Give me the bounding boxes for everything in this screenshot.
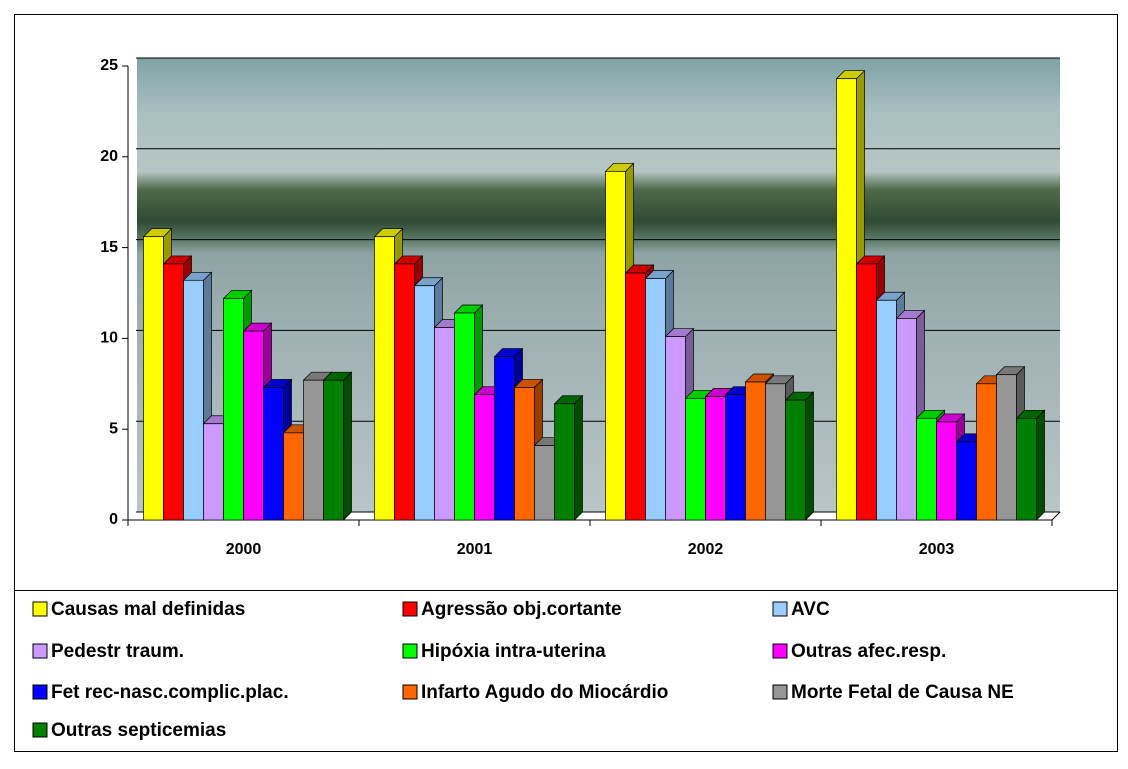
- bar: [977, 384, 997, 520]
- bar-side: [806, 392, 814, 520]
- y-tick-label: 15: [100, 239, 118, 256]
- bar: [877, 300, 897, 520]
- bar: [726, 395, 746, 520]
- y-tick-label: 0: [109, 511, 118, 528]
- legend-swatch: [403, 602, 417, 616]
- bar: [435, 328, 455, 520]
- bar: [786, 400, 806, 520]
- legend-swatch: [33, 723, 47, 737]
- legend-label: Hipóxia intra-uterina: [421, 641, 606, 662]
- bar: [837, 79, 857, 520]
- bar-side: [575, 396, 583, 520]
- legend-label: Causas mal definidas: [51, 599, 245, 620]
- bar: [1017, 418, 1037, 520]
- bar: [455, 313, 475, 520]
- bar: [666, 337, 686, 520]
- legend-swatch: [33, 644, 47, 658]
- bar: [857, 264, 877, 520]
- y-tick-label: 20: [100, 148, 118, 165]
- bar: [746, 382, 766, 520]
- bar: [184, 280, 204, 520]
- bar: [324, 380, 344, 520]
- bar: [224, 298, 244, 520]
- bar: [395, 264, 415, 520]
- bar: [475, 395, 495, 520]
- x-tick-label: 2000: [226, 541, 262, 558]
- legend-label: Infarto Agudo do Miocárdio: [421, 682, 668, 703]
- bar: [415, 286, 435, 520]
- y-tick-label: 10: [100, 330, 118, 347]
- bar: [144, 237, 164, 520]
- legend-label: Pedestr traum.: [51, 641, 184, 662]
- legend-swatch: [33, 602, 47, 616]
- bar: [284, 433, 304, 520]
- legend-swatch: [773, 685, 787, 699]
- legend-swatch: [403, 685, 417, 699]
- bar: [897, 318, 917, 520]
- bar-side: [344, 372, 352, 520]
- bar: [606, 171, 626, 520]
- legend-swatch: [773, 644, 787, 658]
- bar: [244, 331, 264, 520]
- bar: [264, 387, 284, 520]
- legend-label: Fet rec-nasc.complic.plac.: [51, 682, 289, 703]
- legend-label: AVC: [791, 599, 830, 620]
- bar-side: [1037, 410, 1045, 520]
- bar: [204, 424, 224, 520]
- legend-swatch: [403, 644, 417, 658]
- legend-label: Outras afec.resp.: [791, 641, 946, 662]
- bar: [646, 278, 666, 520]
- bar: [766, 384, 786, 520]
- x-tick-label: 2002: [688, 541, 724, 558]
- x-tick-label: 2001: [457, 541, 493, 558]
- bar: [937, 422, 957, 520]
- y-tick-label: 25: [100, 57, 118, 74]
- legend-swatch: [33, 685, 47, 699]
- bar: [917, 418, 937, 520]
- legend-label: Morte Fetal de Causa NE: [791, 682, 1014, 703]
- bar: [375, 237, 395, 520]
- legend-label: Outras septicemias: [51, 720, 226, 741]
- x-tick-label: 2003: [919, 541, 955, 558]
- bar: [626, 273, 646, 520]
- bar: [957, 442, 977, 520]
- bar: [706, 397, 726, 520]
- bar: [997, 375, 1017, 520]
- bar: [686, 398, 706, 520]
- legend-label: Agressão obj.cortante: [421, 599, 622, 620]
- legend-swatch: [773, 602, 787, 616]
- bar: [555, 404, 575, 520]
- chart: 0 5 10 15 20 25 2000 2001 2002 2003 Causas mal def…: [0, 0, 1128, 764]
- bar: [164, 264, 184, 520]
- y-tick-label: 5: [109, 420, 118, 437]
- bar: [535, 446, 555, 520]
- bar: [515, 387, 535, 520]
- bar: [495, 357, 515, 520]
- bar: [304, 380, 324, 520]
